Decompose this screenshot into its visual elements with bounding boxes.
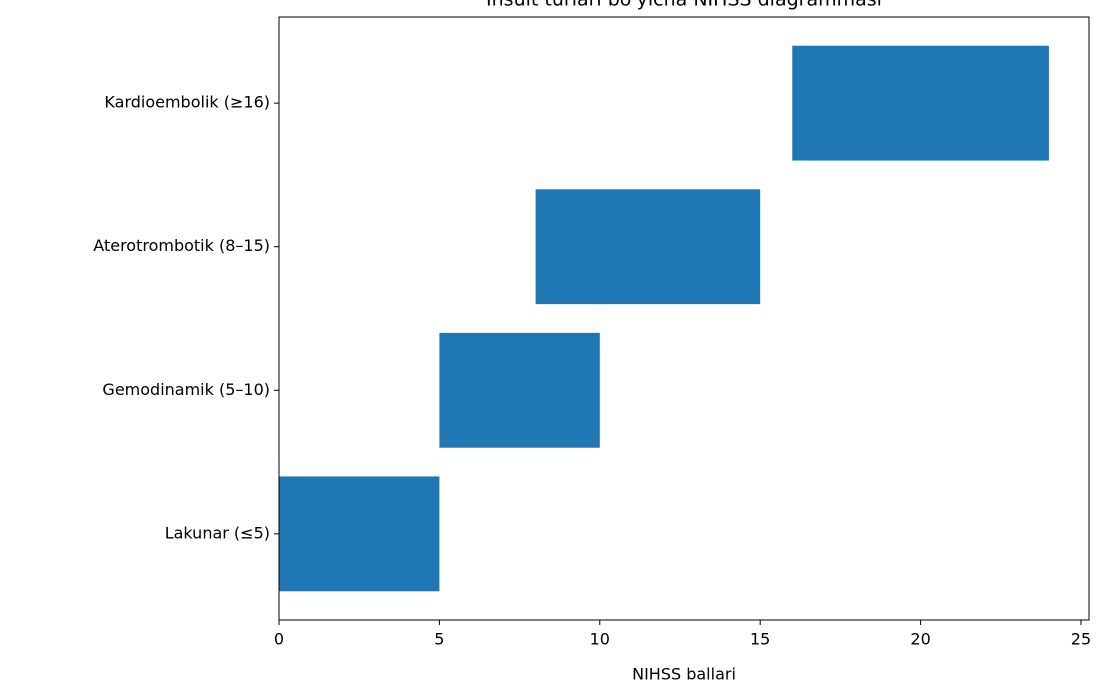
y-tick-label: Aterotrombotik (8–15) bbox=[93, 236, 270, 255]
x-axis-label: NIHSS ballari bbox=[632, 665, 736, 684]
bar bbox=[279, 476, 440, 592]
y-tick-label: Kardioembolik (≥16) bbox=[104, 93, 270, 112]
y-tick-label: Gemodinamik (5–10) bbox=[102, 380, 270, 399]
x-tick-label: 0 bbox=[274, 630, 284, 649]
x-tick-label: 10 bbox=[590, 630, 610, 649]
x-tick-label: 25 bbox=[1071, 630, 1091, 649]
chart-title: Insult turlari bo'yicha NIHSS diagrammas… bbox=[486, 0, 882, 11]
plot-frame bbox=[278, 16, 1090, 621]
bar bbox=[792, 45, 1049, 161]
y-tick-label: Lakunar (≤5) bbox=[165, 523, 270, 542]
x-tick-label: 5 bbox=[434, 630, 444, 649]
bar bbox=[439, 332, 600, 448]
bar bbox=[535, 189, 761, 305]
x-tick-label: 20 bbox=[910, 630, 930, 649]
x-tick-label: 15 bbox=[750, 630, 770, 649]
